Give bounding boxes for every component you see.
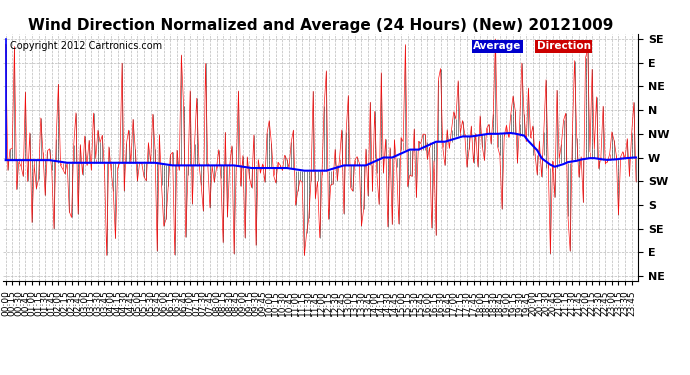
Text: Average: Average [473,41,522,51]
Text: Direction: Direction [537,41,591,51]
Text: Copyright 2012 Cartronics.com: Copyright 2012 Cartronics.com [10,41,162,51]
Title: Wind Direction Normalized and Average (24 Hours) (New) 20121009: Wind Direction Normalized and Average (2… [28,18,613,33]
